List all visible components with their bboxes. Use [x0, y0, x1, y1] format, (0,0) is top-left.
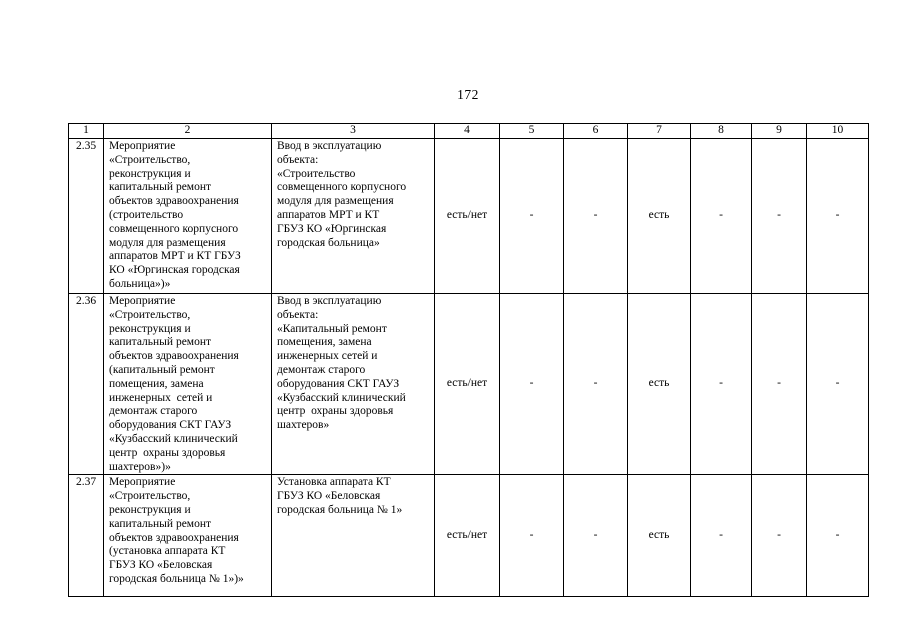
column-header-6: 6 [563, 123, 628, 139]
column-header-3: 3 [271, 123, 435, 139]
row-number-cell: 2.35 [68, 138, 104, 294]
activity-cell: Мероприятие «Строительство, реконструкци… [103, 292, 272, 476]
activity-cell: Мероприятие «Строительство, реконструкци… [103, 474, 272, 598]
indicator-cell: Ввод в эксплуатацию объекта: «Капитальны… [271, 292, 435, 476]
value-cell: - [563, 474, 628, 598]
value-cell: - [751, 292, 807, 476]
value-cell: - [751, 474, 807, 598]
column-header-5: 5 [499, 123, 564, 139]
value-cell: - [751, 138, 807, 294]
column-header-4: 4 [434, 123, 500, 139]
row-number-cell: 2.37 [68, 474, 104, 598]
column-header-7: 7 [627, 123, 691, 139]
value-cell: есть [627, 292, 691, 476]
value-cell: - [690, 138, 752, 294]
value-cell: - [499, 292, 564, 476]
column-header-1: 1 [68, 123, 104, 139]
column-header-2: 2 [103, 123, 272, 139]
table-header-row: 1 2 3 4 5 6 7 8 9 10 [68, 123, 869, 139]
value-cell: - [690, 474, 752, 598]
value-cell: - [806, 138, 869, 294]
value-cell: есть [627, 138, 691, 294]
column-header-10: 10 [806, 123, 869, 139]
value-cell: - [499, 474, 564, 598]
unit-cell: есть/нет [434, 292, 500, 476]
indicators-table: 1 2 3 4 5 6 7 8 9 10 2.35 Мероприятие «С… [68, 123, 869, 598]
table-row-2.37: 2.37 Мероприятие «Строительство, реконст… [68, 474, 869, 598]
table-row-2.36: 2.36 Мероприятие «Строительство, реконст… [68, 292, 869, 476]
unit-cell: есть/нет [434, 474, 500, 598]
value-cell: - [563, 138, 628, 294]
unit-cell: есть/нет [434, 138, 500, 294]
value-cell: есть [627, 474, 691, 598]
indicator-cell: Установка аппарата КТ ГБУЗ КО «Беловская… [271, 474, 435, 598]
column-header-8: 8 [690, 123, 752, 139]
page-number: 172 [457, 87, 479, 102]
value-cell: - [806, 474, 869, 598]
table-row-2.35: 2.35 Мероприятие «Строительство, реконст… [68, 138, 869, 294]
value-cell: - [806, 292, 869, 476]
value-cell: - [563, 292, 628, 476]
indicator-cell: Ввод в эксплуатацию объекта: «Строительс… [271, 138, 435, 294]
value-cell: - [690, 292, 752, 476]
activity-cell: Мероприятие «Строительство, реконструкци… [103, 138, 272, 294]
value-cell: - [499, 138, 564, 294]
column-header-9: 9 [751, 123, 807, 139]
row-number-cell: 2.36 [68, 292, 104, 476]
